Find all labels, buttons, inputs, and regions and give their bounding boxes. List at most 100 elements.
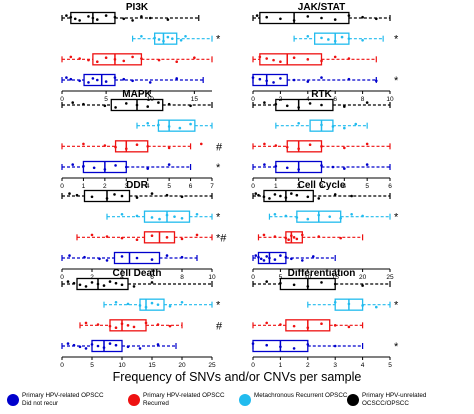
data-point <box>69 55 73 59</box>
significance-marker: * <box>394 212 399 224</box>
data-point <box>284 214 288 218</box>
data-point <box>292 56 296 60</box>
data-point <box>144 321 148 325</box>
data-point <box>96 344 100 348</box>
data-point <box>165 254 169 257</box>
data-point <box>273 193 277 196</box>
data-point <box>333 282 337 286</box>
panel-ddr: DDR**#0 2 4 6 8 10 <box>60 180 227 281</box>
tick-label: 15 <box>148 362 156 369</box>
data-point <box>120 322 124 326</box>
x-axis: 0 5 10 15 20 25 <box>60 356 216 369</box>
data-point <box>343 167 346 170</box>
data-point <box>78 57 81 60</box>
data-point <box>148 16 152 20</box>
data-point <box>340 35 344 39</box>
tick-label: 3 <box>333 362 337 369</box>
panel-differentiation: Differentiation * * 0 1 2 3 4 5 <box>251 268 399 369</box>
data-point <box>333 193 337 196</box>
data-point <box>146 167 150 170</box>
data-point <box>167 125 171 128</box>
data-point <box>265 321 269 325</box>
data-point <box>69 15 73 19</box>
data-point <box>122 59 126 63</box>
data-point <box>105 259 109 262</box>
data-point <box>68 192 71 195</box>
data-point <box>265 15 269 19</box>
data-point <box>75 193 79 197</box>
data-point <box>114 343 118 347</box>
data-point <box>292 283 296 287</box>
data-point <box>157 58 161 62</box>
data-point <box>306 217 310 221</box>
x-axis-label: Frequency of SNVs and/or CNVs per sample <box>113 370 362 384</box>
data-point <box>114 145 117 149</box>
data-point <box>301 233 304 237</box>
data-point <box>168 324 172 328</box>
tick-label: 4 <box>120 274 124 281</box>
data-point <box>306 285 310 288</box>
data-point <box>268 256 271 260</box>
box-0 <box>252 98 391 112</box>
data-point <box>132 285 136 288</box>
data-point <box>284 236 288 240</box>
data-point <box>91 77 95 80</box>
data-point <box>167 146 171 150</box>
tick-label: 5 <box>279 274 283 281</box>
box-0 <box>61 277 213 291</box>
panel-title: Cell Death <box>113 268 162 279</box>
panel-pi3k: PI3K*0 5 10 15 <box>60 2 221 103</box>
box-2 <box>61 53 213 66</box>
box-3: * <box>61 160 221 174</box>
data-point <box>92 166 96 170</box>
data-point <box>263 101 266 104</box>
data-point <box>279 17 282 21</box>
data-point <box>347 77 351 81</box>
panel-title: MAPK <box>122 89 152 100</box>
data-point <box>361 15 364 19</box>
data-point <box>132 325 136 329</box>
data-point <box>98 257 101 261</box>
data-point <box>87 58 90 62</box>
iqr-box <box>83 73 116 87</box>
panel-jak-stat: JAK/STAT**0 2 4 6 8 10 <box>251 2 399 103</box>
tick-label: 0 <box>251 274 255 281</box>
tick-label: 20 <box>178 362 186 369</box>
box-2 <box>257 231 364 244</box>
tick-label: 7 <box>210 183 214 190</box>
iqr-box <box>275 98 334 112</box>
iqr-box <box>139 298 165 311</box>
data-point <box>272 81 275 84</box>
tick-label: 25 <box>208 362 216 369</box>
tick-label: 0 <box>251 362 255 369</box>
data-point <box>268 197 271 200</box>
data-point <box>262 233 266 237</box>
tick-label: 0 <box>60 274 64 281</box>
tick-label: 0 <box>60 362 64 369</box>
data-point <box>274 102 278 106</box>
data-point <box>179 38 183 42</box>
box-3 <box>61 339 177 353</box>
box-0 <box>252 11 391 25</box>
panel-title: DDR <box>126 180 148 191</box>
data-point <box>274 144 278 147</box>
tick-label: 5 <box>388 362 392 369</box>
iqr-box <box>259 53 323 66</box>
data-point <box>156 303 160 306</box>
data-point <box>120 255 124 258</box>
panel-title: Cell Cycle <box>298 180 346 191</box>
data-point <box>180 300 184 304</box>
data-point <box>350 194 353 198</box>
data-point <box>66 342 70 345</box>
data-point <box>178 126 182 130</box>
data-point <box>347 37 351 40</box>
box-0 <box>61 98 213 112</box>
data-point <box>301 259 304 262</box>
tick-label: 8 <box>180 274 184 281</box>
data-point <box>195 233 199 237</box>
data-point <box>284 255 288 259</box>
data-point <box>165 236 169 239</box>
data-point <box>140 57 143 60</box>
box-0 <box>61 11 200 25</box>
